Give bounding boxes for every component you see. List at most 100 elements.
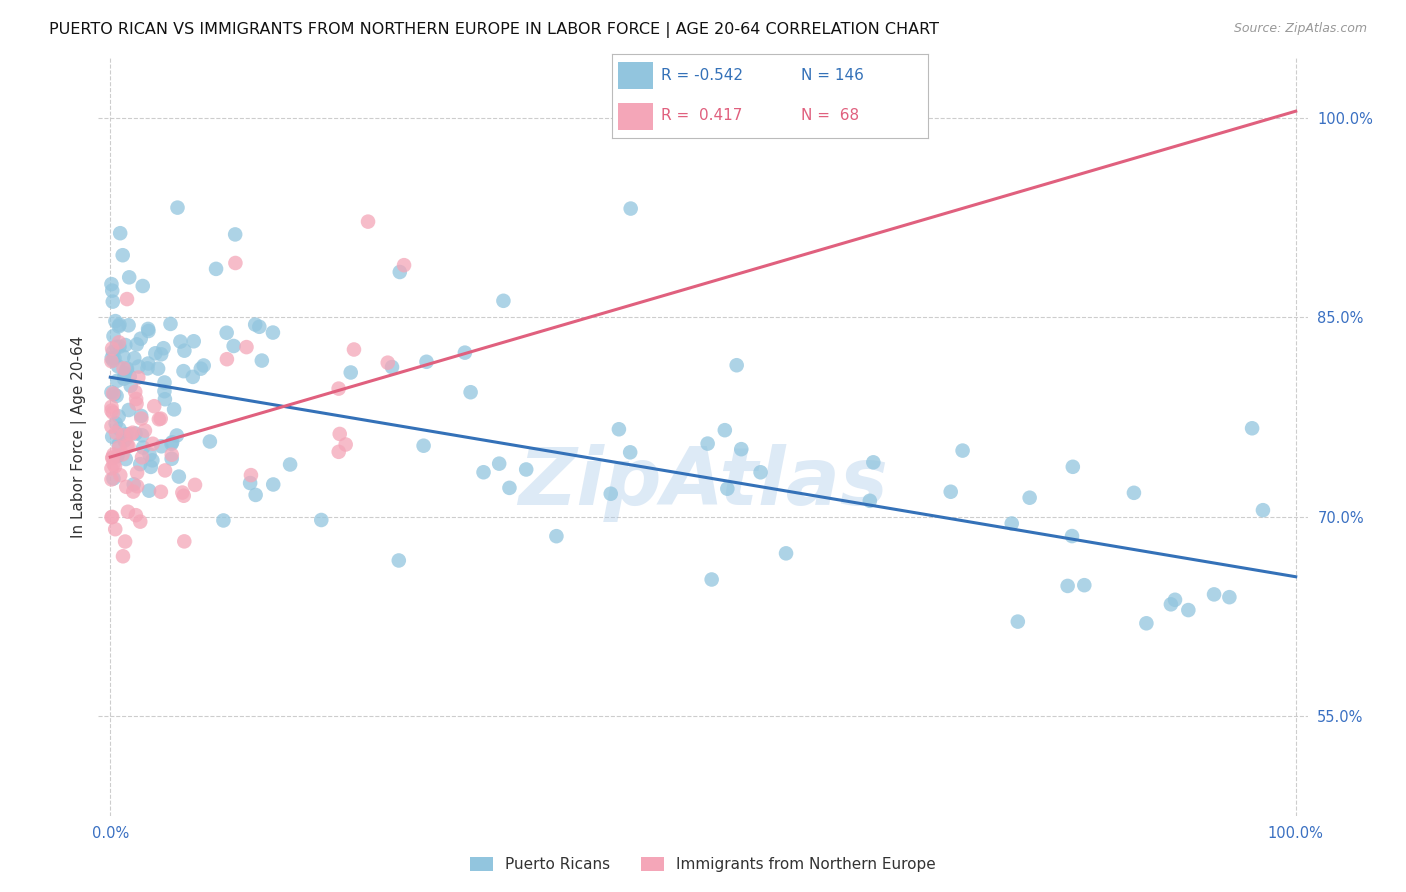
Point xyxy=(107,359,129,374)
Text: N = 146: N = 146 xyxy=(801,69,865,84)
Point xyxy=(619,445,641,459)
Point xyxy=(328,382,350,396)
Point xyxy=(235,340,257,354)
Point xyxy=(127,479,149,493)
Point xyxy=(245,488,267,502)
Point xyxy=(101,430,124,444)
Point xyxy=(239,476,262,491)
Point xyxy=(599,487,621,501)
Point xyxy=(127,370,149,384)
Point xyxy=(131,428,153,442)
Point xyxy=(101,509,124,524)
Point xyxy=(392,258,415,272)
Point xyxy=(153,376,176,390)
Point xyxy=(114,432,136,446)
Point xyxy=(100,510,122,524)
Point xyxy=(136,357,159,371)
Point xyxy=(100,354,122,368)
Point xyxy=(262,477,284,491)
Point xyxy=(1241,421,1264,435)
Point xyxy=(607,422,630,436)
Point xyxy=(115,438,138,452)
Point xyxy=(107,319,129,334)
Point xyxy=(173,534,195,549)
Point xyxy=(111,248,134,262)
Point xyxy=(381,360,404,375)
Point xyxy=(163,402,186,417)
Point xyxy=(104,522,127,536)
Point xyxy=(122,477,145,491)
Point xyxy=(160,435,183,450)
Point xyxy=(108,226,131,240)
Point xyxy=(222,339,245,353)
Point xyxy=(515,462,537,476)
Point xyxy=(498,481,520,495)
Point xyxy=(120,378,142,392)
Point xyxy=(1135,616,1157,631)
Point xyxy=(160,451,183,466)
Point xyxy=(250,353,273,368)
Point xyxy=(460,385,482,400)
Point xyxy=(183,334,205,349)
Point xyxy=(1160,597,1182,611)
Point xyxy=(329,426,352,441)
Point xyxy=(100,400,122,414)
Point xyxy=(118,270,141,285)
Point xyxy=(114,368,136,382)
Point xyxy=(117,505,139,519)
Point xyxy=(105,449,128,463)
Text: ZipAtlas: ZipAtlas xyxy=(517,443,889,522)
Point xyxy=(120,427,142,442)
Point xyxy=(224,256,246,270)
Point xyxy=(101,406,124,420)
Point xyxy=(129,332,152,346)
Point xyxy=(141,453,163,467)
Point xyxy=(139,459,162,474)
Point xyxy=(146,361,169,376)
Point xyxy=(104,425,127,440)
Point xyxy=(184,478,207,492)
Point xyxy=(134,424,156,438)
Point xyxy=(125,392,148,406)
Point xyxy=(121,425,143,440)
Point xyxy=(454,345,477,359)
Point xyxy=(212,513,235,527)
Point xyxy=(488,457,510,471)
Point xyxy=(247,319,270,334)
Point xyxy=(108,318,131,332)
Point xyxy=(215,326,238,340)
Point xyxy=(101,450,124,465)
Point xyxy=(111,447,134,461)
Point xyxy=(112,372,135,386)
Point xyxy=(100,472,122,486)
Text: R = -0.542: R = -0.542 xyxy=(661,69,742,84)
Point xyxy=(173,364,195,378)
Point xyxy=(124,426,146,441)
Point xyxy=(725,358,748,372)
Point xyxy=(131,411,153,425)
Point xyxy=(620,202,643,216)
Point xyxy=(1073,578,1095,592)
Point xyxy=(149,484,172,499)
Point xyxy=(138,483,160,498)
Point xyxy=(546,529,568,543)
Point xyxy=(198,434,221,449)
Point xyxy=(115,292,138,306)
Point xyxy=(343,343,366,357)
Point xyxy=(114,366,136,380)
Point xyxy=(1122,485,1144,500)
Point xyxy=(132,279,155,293)
Point xyxy=(775,546,797,560)
Point xyxy=(128,359,150,374)
Point xyxy=(124,351,146,366)
Point xyxy=(159,317,181,331)
Point xyxy=(1202,587,1225,601)
Point xyxy=(239,468,262,483)
Point xyxy=(100,385,122,400)
Point xyxy=(101,284,124,298)
Point xyxy=(1060,529,1083,543)
Point xyxy=(108,422,131,436)
Point xyxy=(716,482,738,496)
Text: PUERTO RICAN VS IMMIGRANTS FROM NORTHERN EUROPE IN LABOR FORCE | AGE 20-64 CORRE: PUERTO RICAN VS IMMIGRANTS FROM NORTHERN… xyxy=(49,22,939,38)
Point xyxy=(114,452,136,467)
